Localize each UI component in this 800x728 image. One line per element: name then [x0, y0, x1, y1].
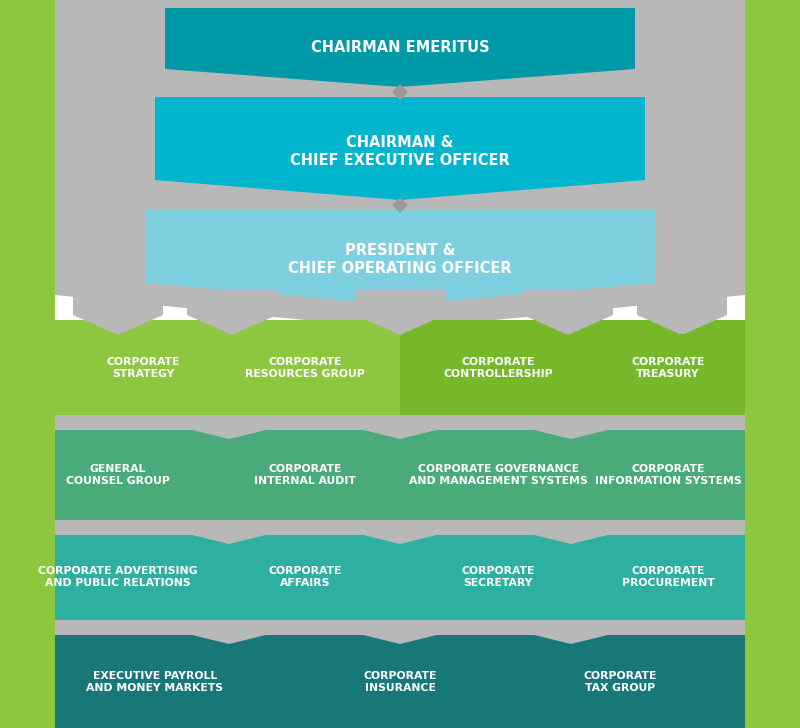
Text: CORPORATE
INFORMATION SYSTEMS: CORPORATE INFORMATION SYSTEMS	[594, 464, 742, 486]
Polygon shape	[145, 210, 655, 305]
Bar	[55, 535, 745, 620]
Bar	[745, 0, 800, 728]
Bar	[55, 415, 745, 430]
Text: CORPORATE
RESOURCES GROUP: CORPORATE RESOURCES GROUP	[245, 357, 365, 379]
Bar	[55, 430, 745, 520]
Text: CORPORATE
AFFAIRS: CORPORATE AFFAIRS	[268, 566, 342, 588]
FancyBboxPatch shape	[424, 334, 572, 402]
Polygon shape	[516, 415, 626, 439]
Polygon shape	[187, 290, 277, 335]
Text: CORPORATE
TAX GROUP: CORPORATE TAX GROUP	[583, 670, 657, 693]
Polygon shape	[174, 415, 284, 439]
Text: CORPORATE
STRATEGY: CORPORATE STRATEGY	[106, 357, 180, 379]
Bar	[400, 320, 745, 415]
Text: CORPORATE GOVERNANCE
AND MANAGEMENT SYSTEMS: CORPORATE GOVERNANCE AND MANAGEMENT SYST…	[409, 464, 587, 486]
FancyBboxPatch shape	[231, 543, 379, 611]
FancyBboxPatch shape	[69, 334, 217, 402]
Polygon shape	[345, 415, 455, 439]
Polygon shape	[174, 620, 284, 644]
Text: CORPORATE
SECRETARY: CORPORATE SECRETARY	[462, 566, 534, 588]
Bar	[55, 520, 745, 535]
Bar	[55, 635, 745, 728]
Polygon shape	[73, 290, 163, 335]
Bar	[55, 620, 745, 635]
Polygon shape	[165, 8, 635, 87]
Polygon shape	[355, 290, 445, 335]
Bar	[55, 0, 745, 728]
Polygon shape	[516, 620, 626, 644]
Polygon shape	[523, 290, 613, 335]
Polygon shape	[155, 97, 645, 200]
Polygon shape	[392, 84, 408, 100]
Text: CHAIRMAN &
CHIEF EXECUTIVE OFFICER: CHAIRMAN & CHIEF EXECUTIVE OFFICER	[290, 135, 510, 168]
Polygon shape	[345, 520, 455, 544]
Text: CORPORATE ADVERTISING
AND PUBLIC RELATIONS: CORPORATE ADVERTISING AND PUBLIC RELATIO…	[38, 566, 198, 588]
Polygon shape	[345, 620, 455, 644]
Text: PRESIDENT &
CHIEF OPERATING OFFICER: PRESIDENT & CHIEF OPERATING OFFICER	[288, 242, 512, 277]
Text: CORPORATE
INTERNAL AUDIT: CORPORATE INTERNAL AUDIT	[254, 464, 356, 486]
Bar	[55, 320, 400, 415]
Text: CHAIRMAN EMERITUS: CHAIRMAN EMERITUS	[310, 40, 490, 55]
Text: CORPORATE
TREASURY: CORPORATE TREASURY	[631, 357, 705, 379]
FancyBboxPatch shape	[231, 334, 379, 402]
FancyBboxPatch shape	[594, 334, 742, 402]
Text: CORPORATE
PROCUREMENT: CORPORATE PROCUREMENT	[622, 566, 714, 588]
Polygon shape	[516, 520, 626, 544]
Bar	[0, 0, 55, 728]
FancyBboxPatch shape	[231, 441, 379, 509]
Text: EXECUTIVE PAYROLL
AND MONEY MARKETS: EXECUTIVE PAYROLL AND MONEY MARKETS	[86, 670, 223, 693]
Polygon shape	[55, 0, 745, 345]
Text: CORPORATE
INSURANCE: CORPORATE INSURANCE	[363, 670, 437, 693]
Text: GENERAL
COUNSEL GROUP: GENERAL COUNSEL GROUP	[66, 464, 170, 486]
Text: CORPORATE
CONTROLLERSHIP: CORPORATE CONTROLLERSHIP	[443, 357, 553, 379]
Polygon shape	[174, 520, 284, 544]
Polygon shape	[392, 197, 408, 213]
Polygon shape	[637, 290, 727, 335]
